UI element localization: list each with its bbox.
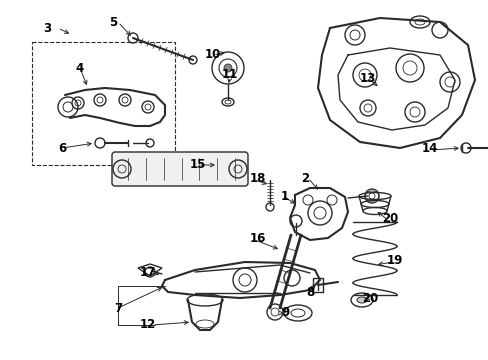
Text: 8: 8 (305, 285, 313, 298)
Text: 13: 13 (359, 72, 375, 85)
Circle shape (224, 64, 231, 72)
Ellipse shape (356, 297, 366, 303)
Text: 14: 14 (421, 141, 437, 154)
Text: 18: 18 (249, 171, 265, 184)
Text: 10: 10 (204, 49, 221, 62)
Text: 12: 12 (140, 319, 156, 332)
Text: 2: 2 (300, 171, 308, 184)
FancyBboxPatch shape (112, 152, 247, 186)
Text: 3: 3 (43, 22, 51, 35)
Text: 20: 20 (381, 211, 397, 225)
Text: 17: 17 (140, 266, 156, 279)
Text: 19: 19 (386, 253, 403, 266)
Text: 15: 15 (189, 158, 206, 171)
Text: 7: 7 (114, 302, 122, 315)
Text: 1: 1 (281, 189, 288, 202)
Text: 20: 20 (361, 292, 377, 305)
Text: 11: 11 (222, 68, 238, 81)
Text: 9: 9 (280, 306, 288, 319)
Text: 5: 5 (109, 15, 117, 28)
Text: 16: 16 (249, 231, 265, 244)
Text: 6: 6 (58, 141, 66, 154)
Text: 4: 4 (76, 62, 84, 75)
